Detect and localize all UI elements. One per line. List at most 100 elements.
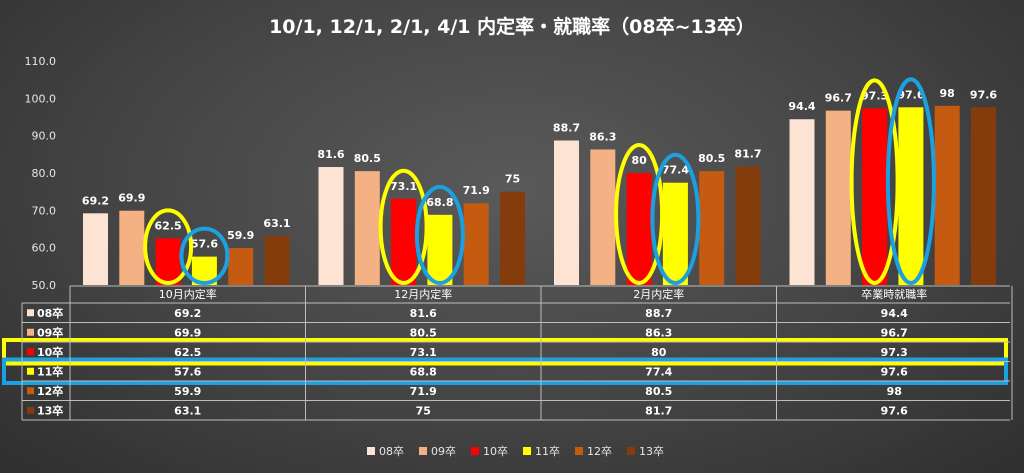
data-label: 97.6 <box>897 88 924 101</box>
highlight-oval <box>849 78 900 285</box>
table-cell: 98 <box>887 385 902 398</box>
data-label: 69.2 <box>82 194 109 207</box>
table-series-name: 11卒 <box>37 364 63 378</box>
data-label: 63.1 <box>263 217 290 230</box>
table-cell: 77.4 <box>645 365 672 378</box>
bar <box>83 213 108 285</box>
chart-title: 10/1, 12/1, 2/1, 4/1 内定率・就職率（08卒~13卒） <box>269 15 755 38</box>
legend-label: 11卒 <box>535 444 560 458</box>
table-series-name: 08卒 <box>37 306 63 320</box>
bar <box>626 173 652 285</box>
data-label: 97.6 <box>970 88 997 101</box>
bar <box>155 238 181 285</box>
legend-swatch <box>419 447 427 455</box>
table-cell: 71.9 <box>410 385 437 398</box>
table-cell: 86.3 <box>645 326 672 339</box>
bar <box>934 105 960 285</box>
highlight-ovals <box>2 77 1008 385</box>
table-cell: 57.6 <box>174 365 201 378</box>
table-cell: 96.7 <box>881 326 908 339</box>
table-cell: 88.7 <box>645 307 672 320</box>
bar <box>318 167 344 285</box>
bar <box>228 248 254 285</box>
table-cell: 97.3 <box>881 346 908 359</box>
highlight-oval <box>614 143 665 285</box>
table-series-swatch <box>27 328 34 336</box>
data-label: 88.7 <box>553 122 580 135</box>
bar <box>427 214 453 285</box>
highlight-row-box <box>2 338 1008 366</box>
table-cell: 94.4 <box>881 307 908 320</box>
data-label: 62.5 <box>155 219 182 232</box>
table-cell: 62.5 <box>174 346 201 359</box>
bar <box>264 236 290 285</box>
table-cell: 63.1 <box>174 404 201 417</box>
legend-label: 10卒 <box>483 444 508 458</box>
bar <box>554 140 579 285</box>
bar <box>391 198 417 285</box>
table-series-swatch <box>27 367 34 375</box>
table-series-swatch <box>27 309 34 317</box>
data-label: 75 <box>505 173 520 186</box>
data-label: 68.8 <box>426 196 453 209</box>
legend-swatch <box>523 447 531 455</box>
highlight-oval <box>143 208 194 286</box>
table-cell: 75 <box>416 404 431 417</box>
data-label: 98 <box>940 87 955 100</box>
table-cell: 69.2 <box>174 307 201 320</box>
highlight-oval <box>885 77 936 285</box>
highlight-oval <box>650 152 701 285</box>
data-label: 96.7 <box>825 92 852 105</box>
y-tick-label: 110.0 <box>25 55 57 68</box>
category-label: 卒業時就職率 <box>861 287 927 301</box>
data-label: 80.5 <box>698 152 725 165</box>
table-cell: 80.5 <box>410 326 437 339</box>
y-tick-label: 100.0 <box>25 92 57 105</box>
bar <box>898 107 924 285</box>
table-cell: 73.1 <box>410 346 437 359</box>
category-label: 12月内定率 <box>394 287 452 301</box>
legend-swatch <box>575 447 583 455</box>
bar <box>971 107 996 285</box>
table-cell: 97.6 <box>881 404 908 417</box>
data-label: 81.7 <box>734 148 761 161</box>
bar <box>463 203 489 285</box>
table-cell: 80.5 <box>645 385 672 398</box>
category-label: 2月内定率 <box>633 287 684 301</box>
table-cell: 68.8 <box>410 365 437 378</box>
bar <box>789 119 815 286</box>
table-series-swatch <box>27 406 34 414</box>
category-label: 10月内定率 <box>159 287 217 301</box>
bar <box>825 110 851 285</box>
bar <box>590 149 616 285</box>
y-tick-label: 90.0 <box>32 130 57 143</box>
data-label: 57.6 <box>191 238 218 251</box>
legend-label: 09卒 <box>431 444 456 458</box>
table-cell: 80 <box>651 346 667 359</box>
y-tick-label: 60.0 <box>32 242 57 255</box>
table-cell: 81.7 <box>645 404 672 417</box>
legend-swatch <box>471 447 479 455</box>
data-label: 77.4 <box>662 164 689 177</box>
data-table: 10月内定率 12月内定率 2月内定率 卒業時就職率 08卒 69.2 81.6 88.7 94… <box>21 285 1013 421</box>
bar <box>500 191 525 285</box>
bar <box>119 210 145 285</box>
legend: 08卒 09卒 10卒 11卒 12卒 13卒 <box>367 444 664 458</box>
table-series-name: 09卒 <box>37 325 63 339</box>
table-series-name: 10卒 <box>37 345 63 359</box>
data-label: 59.9 <box>227 229 254 242</box>
table-series-name: 12卒 <box>37 384 63 398</box>
legend-label: 13卒 <box>639 444 664 458</box>
data-label: 97.3 <box>861 89 888 102</box>
bar <box>862 108 888 285</box>
table-cell: 97.6 <box>881 365 908 378</box>
y-tick-label: 80.0 <box>32 167 57 180</box>
highlight-row-box <box>2 357 1008 385</box>
data-label: 86.3 <box>589 130 616 143</box>
table-cell: 69.9 <box>174 326 201 339</box>
table-series-swatch <box>27 387 34 395</box>
table-cell: 59.9 <box>174 385 201 398</box>
y-tick-label: 50.0 <box>32 279 57 292</box>
data-label: 94.4 <box>788 100 815 113</box>
